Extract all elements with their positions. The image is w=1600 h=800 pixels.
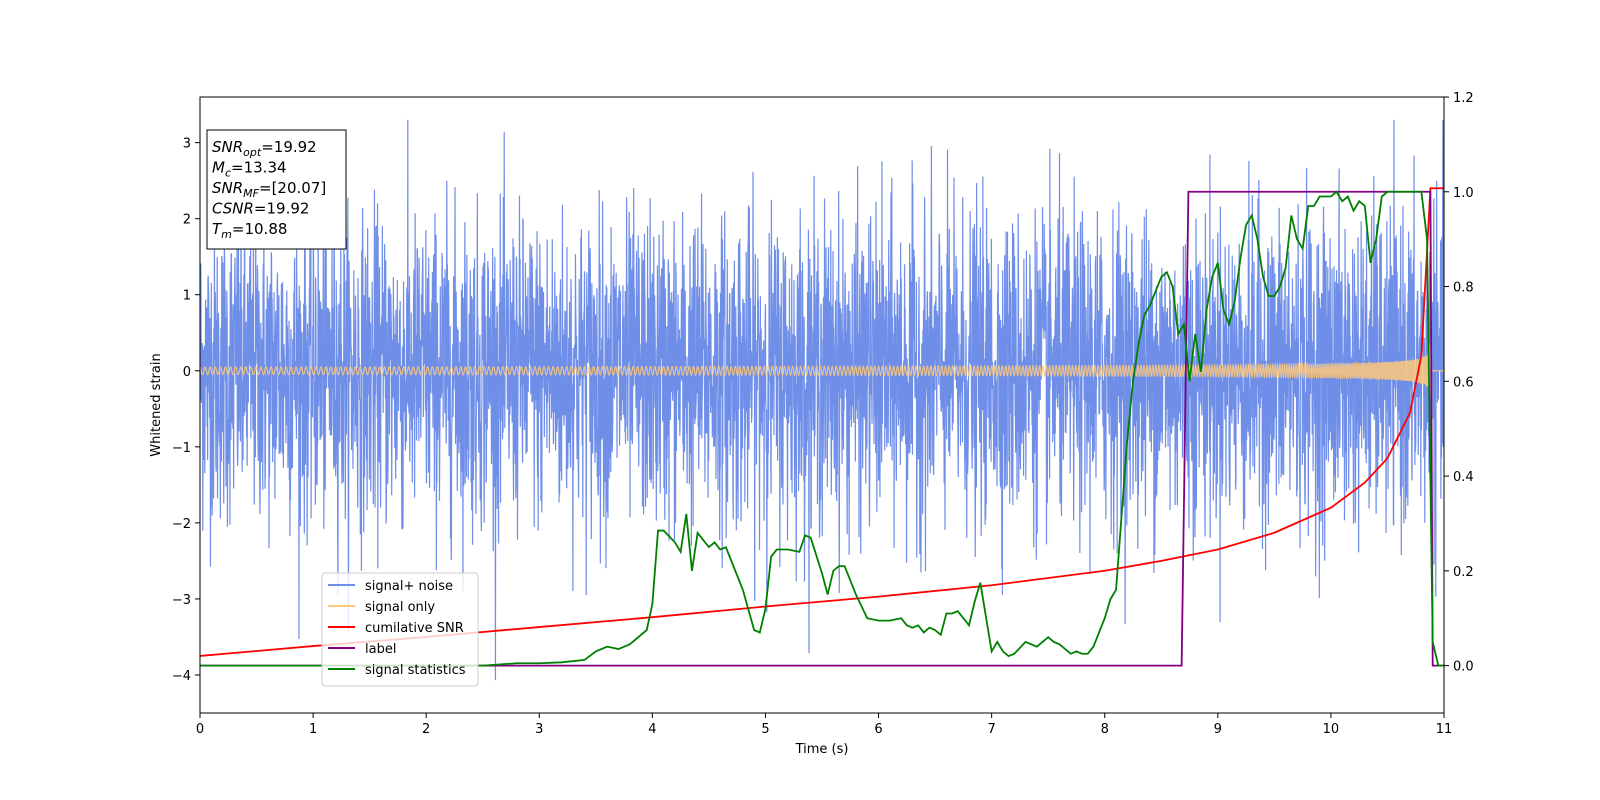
plot-frame <box>199 96 1445 714</box>
x-tick-label: 2 <box>422 722 430 737</box>
y2-tick-label: 0.4 <box>1453 470 1474 485</box>
x-tick-label: 7 <box>987 722 995 737</box>
info-box: SNRopt=19.92Mc=13.34SNRMF=[20.07]CSNR=19… <box>206 129 347 250</box>
line-series-layer <box>200 187 1444 667</box>
y2-tick-label: 0.8 <box>1453 281 1474 296</box>
info-line: CSNR=19.92 <box>212 200 309 218</box>
x-tick-label: 8 <box>1101 722 1109 737</box>
y2-tick-label: 1.0 <box>1453 186 1474 201</box>
x-tick-label: 1 <box>309 722 317 737</box>
info-line: SNRopt=19.92 <box>212 138 317 159</box>
y2-tick-label: 0.2 <box>1453 565 1474 580</box>
y-tick-label: 2 <box>183 213 191 228</box>
legend-label: signal+ noise <box>365 579 453 594</box>
signal-statistics-line <box>200 190 1444 667</box>
x-tick-label: 0 <box>196 722 204 737</box>
info-line: Tm=10.88 <box>212 220 287 241</box>
info-box-frame <box>206 129 347 250</box>
chirp-series-layer <box>200 344 1444 396</box>
x-axis-label: Time (s) <box>795 742 849 757</box>
x-tick-label: 10 <box>1323 722 1340 737</box>
legend-label: signal statistics <box>365 663 466 678</box>
y-tick-label: −3 <box>172 593 191 608</box>
x-tick-label: 6 <box>874 722 882 737</box>
y-tick-label: 3 <box>183 137 191 152</box>
cumilative-snr-line <box>200 187 1444 657</box>
signal-only-line <box>200 344 1444 396</box>
x-tick-label: 3 <box>535 722 543 737</box>
x-tick-label: 9 <box>1214 722 1222 737</box>
x-tick-label: 5 <box>761 722 769 737</box>
y2-tick-label: 1.2 <box>1453 91 1474 106</box>
legend-label: signal only <box>365 600 435 615</box>
label-line <box>200 190 1444 667</box>
legend-label: label <box>365 642 396 657</box>
info-line: Mc=13.34 <box>212 159 287 180</box>
legend-label: cumilative SNR <box>365 621 464 636</box>
legend-box <box>321 572 479 687</box>
x-tick-label: 4 <box>648 722 656 737</box>
x-tick-label: 11 <box>1436 722 1453 737</box>
y-tick-label: −2 <box>172 517 191 532</box>
y-axis-label: Whitened strain <box>149 353 164 456</box>
legend: signal+ noise signal only cumilative SNR la… <box>321 572 479 687</box>
y2-tick-label: 0.6 <box>1453 375 1474 390</box>
axes-layer: 0 1 2 3 4 5 6 7 8 9 10 11 −4 −3 −2 −1 0 1 2 3 0.0 0.2 0.4 0.6 0.… <box>172 91 1474 737</box>
y2-tick-label: 0.0 <box>1453 660 1474 675</box>
y-tick-label: −4 <box>172 669 191 684</box>
y-tick-label: 1 <box>183 289 191 304</box>
y-tick-label: 0 <box>183 365 191 380</box>
info-line: SNRMF=[20.07] <box>212 179 326 200</box>
y-tick-label: −1 <box>172 441 191 456</box>
